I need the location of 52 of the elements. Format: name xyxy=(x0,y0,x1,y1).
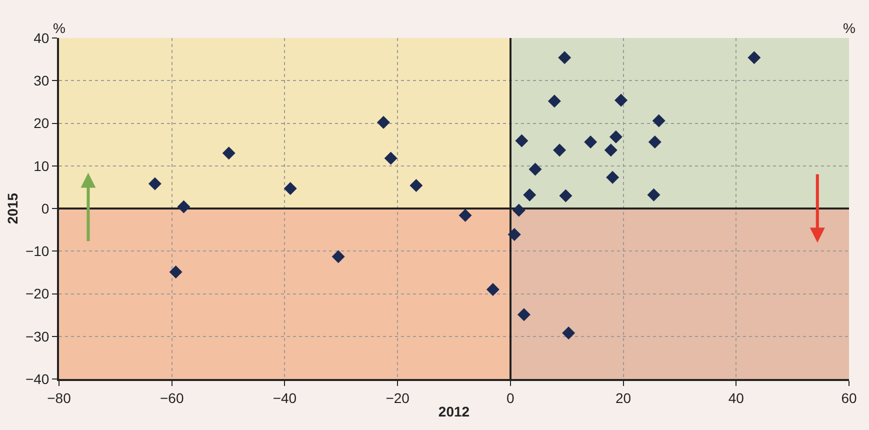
x-tick-label: −60 xyxy=(160,390,184,406)
point xyxy=(523,188,536,202)
y-tick-label: −10 xyxy=(25,243,50,260)
point xyxy=(584,136,598,149)
point xyxy=(558,51,572,64)
point xyxy=(528,162,542,176)
point xyxy=(609,130,622,144)
point xyxy=(284,182,297,195)
point xyxy=(384,152,398,165)
point xyxy=(562,326,576,340)
x-tick-label: 0 xyxy=(506,390,515,406)
point xyxy=(515,134,528,148)
point xyxy=(410,178,423,192)
x-tick-label: 20 xyxy=(616,390,632,406)
point xyxy=(517,308,530,322)
x-tick-label: −40 xyxy=(272,390,297,406)
point xyxy=(458,208,472,222)
y-tick-label: −20 xyxy=(25,286,50,302)
x-tick-label: −20 xyxy=(386,390,410,406)
point xyxy=(222,146,236,160)
y-tick-label: −30 xyxy=(25,328,50,344)
point xyxy=(512,204,526,217)
text: % xyxy=(843,20,856,36)
point xyxy=(748,51,761,64)
point xyxy=(376,116,390,129)
point xyxy=(486,282,500,296)
point xyxy=(604,144,618,157)
y-tick-label: −40 xyxy=(25,370,50,387)
point xyxy=(614,94,628,107)
y-tick-label: 40 xyxy=(34,30,50,46)
point xyxy=(652,114,666,128)
point xyxy=(559,189,572,202)
y-tick-label: 0 xyxy=(41,200,50,216)
point xyxy=(332,250,345,264)
point xyxy=(177,200,190,214)
y-tick-label: 20 xyxy=(34,115,50,132)
point xyxy=(169,266,182,279)
x-tick-label: −80 xyxy=(47,390,72,406)
x-axis-title: 2012 xyxy=(438,404,470,420)
point xyxy=(647,188,660,202)
x-tick-label: 40 xyxy=(728,390,744,406)
y-tick-label: 30 xyxy=(34,72,50,89)
point xyxy=(508,228,521,241)
text: % xyxy=(53,20,66,36)
y-tick-label: 10 xyxy=(34,158,50,174)
y-axis-title: 2015 xyxy=(4,192,21,224)
x-tick-label: 60 xyxy=(841,390,857,406)
point xyxy=(148,177,162,190)
point xyxy=(606,170,620,184)
point xyxy=(548,94,561,108)
point xyxy=(648,136,662,149)
point xyxy=(553,144,566,157)
